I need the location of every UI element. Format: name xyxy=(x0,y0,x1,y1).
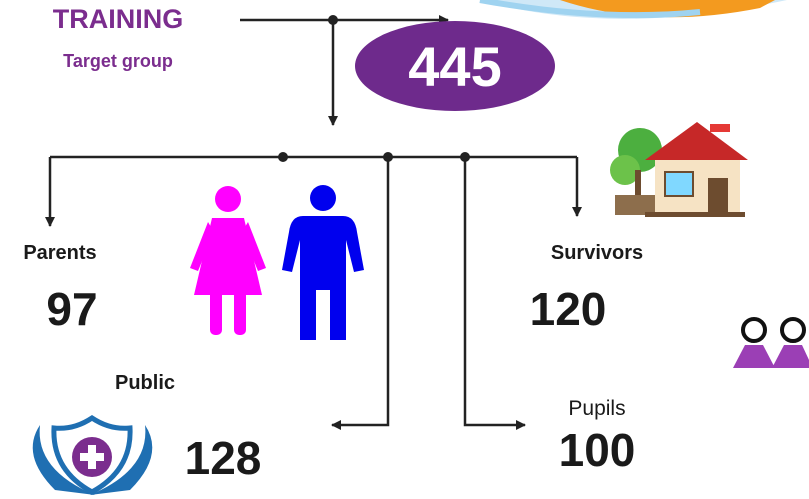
kids-icon xyxy=(733,319,809,368)
man-icon xyxy=(282,185,364,340)
subtitle: Target group xyxy=(63,51,173,71)
total: 445 xyxy=(408,35,501,98)
group-label: Survivors xyxy=(551,242,643,264)
title: TRAINING xyxy=(53,4,184,34)
group-value: 97 xyxy=(46,283,97,335)
shield-icon xyxy=(33,418,153,495)
group-label: Parents xyxy=(23,242,96,264)
group-label: Pupils xyxy=(568,397,625,420)
group-value: 120 xyxy=(530,283,607,335)
group-value: 100 xyxy=(559,424,636,476)
group-label: Public xyxy=(115,372,175,394)
group-value: 128 xyxy=(185,432,262,484)
infographic: TRAINING Target group 445 Parents 97 Sur… xyxy=(0,0,809,499)
house-icon xyxy=(610,122,748,217)
top-arc xyxy=(480,0,809,19)
woman-icon xyxy=(190,186,266,335)
